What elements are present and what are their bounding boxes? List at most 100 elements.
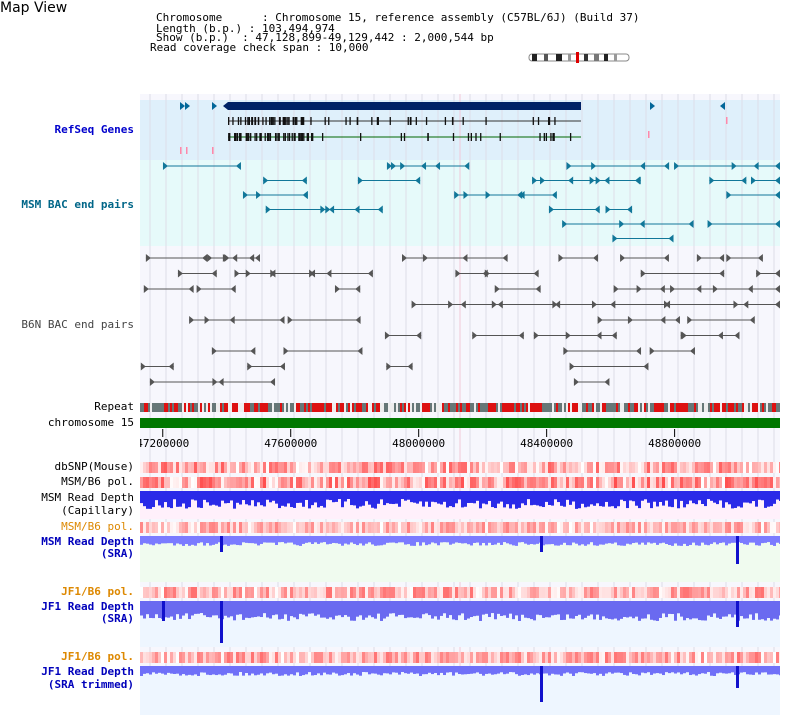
msm-b6-pol-cell xyxy=(674,477,677,488)
dbsnp-cell xyxy=(617,462,620,473)
jf1-depth-trim-bar xyxy=(494,666,497,675)
msm-b6-pol2-cell xyxy=(437,522,440,533)
msm-depth-sra-bar xyxy=(611,536,614,544)
msm-b6-pol2-cell xyxy=(260,522,263,533)
repeat-cell xyxy=(506,403,508,412)
jf1-depth-sra-bar xyxy=(350,601,353,621)
jf1-b6-pol2-cell xyxy=(317,652,320,663)
jf1-b6-pol-cell xyxy=(692,587,695,598)
msm-depth-bar xyxy=(293,491,296,508)
msm-depth-bar xyxy=(422,491,425,507)
msm-depth-bar xyxy=(707,491,710,500)
msm-b6-pol-cell xyxy=(437,477,440,488)
msm-b6-pol2-cell xyxy=(677,522,680,533)
msm-b6-pol2-cell xyxy=(206,522,209,533)
msm-depth-bar xyxy=(650,491,653,509)
repeat-cell xyxy=(726,403,728,412)
jf1-b6-pol2-cell xyxy=(473,652,476,663)
msm-pair-arrow xyxy=(627,205,633,214)
jf1-b6-pol2-cell xyxy=(749,652,752,663)
dbsnp-cell xyxy=(290,462,293,473)
msm-depth-sra-bar xyxy=(326,536,329,545)
dbsnp-cell xyxy=(566,462,569,473)
chromosome-ideogram[interactable] xyxy=(528,52,634,64)
exon xyxy=(444,117,447,125)
genome-tracks[interactable]: 47200000 47600000 48000000 48400000 48800000 xyxy=(140,94,780,715)
jf1-depth-trim-bar xyxy=(596,666,599,676)
repeat-cell xyxy=(152,403,154,412)
jf1-b6-pol2-cell xyxy=(377,652,380,663)
jf1-b6-pol2-cell xyxy=(152,652,155,663)
dbsnp-cell xyxy=(197,462,200,473)
msm-depth-bar xyxy=(449,491,452,507)
msm-b6-pol2-cell xyxy=(236,522,239,533)
jf1-b6-pol-cell xyxy=(287,587,290,598)
jf1-depth-trim-bar xyxy=(206,666,209,675)
repeat-cell xyxy=(212,403,214,412)
exon xyxy=(270,117,272,125)
msm-depth-sra-bar xyxy=(506,536,509,544)
gene-marker xyxy=(186,147,188,154)
dbsnp-cell xyxy=(596,462,599,473)
track-panel[interactable]: 47200000 47600000 48000000 48400000 48800000 xyxy=(140,94,780,715)
b6n-pair-arrow xyxy=(591,300,597,309)
msm-depth-bar xyxy=(152,491,155,508)
msm-depth-bar xyxy=(233,491,236,509)
repeat-cell xyxy=(430,403,432,412)
exon xyxy=(283,117,286,125)
repeat-cell xyxy=(210,403,212,412)
label-jf1-depth-trim-sub: (SRA trimmed) xyxy=(47,678,134,691)
b6n-pair-arrow xyxy=(649,347,655,355)
msm-b6-pol2-cell xyxy=(197,522,200,533)
msm-depth-sra-bar xyxy=(749,536,752,543)
jf1-b6-pol-cell xyxy=(182,587,185,598)
jf1-b6-pol-cell xyxy=(710,587,713,598)
jf1-depth-sra-bar xyxy=(236,601,239,615)
jf1-depth-trim-bar xyxy=(158,666,161,673)
page-title: Map View xyxy=(0,0,68,16)
msm-b6-pol-cell xyxy=(584,477,587,488)
jf1-depth-trim-bar xyxy=(302,666,305,676)
dbsnp-cell xyxy=(431,462,434,473)
jf1-depth-trim-bar xyxy=(437,666,440,676)
msm-b6-pol-cell xyxy=(209,477,212,488)
msm-b6-pol-cell xyxy=(218,477,221,488)
jf1-depth-trim-bar xyxy=(557,666,560,675)
repeat-cell xyxy=(334,403,336,412)
dbsnp-cell xyxy=(608,462,611,473)
jf1-b6-pol2-cell xyxy=(722,652,725,663)
msm-depth-bar xyxy=(683,491,686,508)
jf1-depth-trim-bar xyxy=(530,666,533,674)
msm-depth-bar xyxy=(281,491,284,506)
exon xyxy=(302,117,305,125)
msm-b6-pol-cell xyxy=(143,477,146,488)
jf1-depth-sra-bar xyxy=(506,601,509,618)
msm-b6-pol2-cell xyxy=(146,522,149,533)
msm-b6-pol2-cell xyxy=(602,522,605,533)
repeat-cell xyxy=(330,403,332,412)
msm-b6-pol2-cell xyxy=(314,522,317,533)
jf1-b6-pol-cell xyxy=(758,587,761,598)
repeat-cell xyxy=(372,403,374,412)
jf1-b6-pol2-cell xyxy=(362,652,365,663)
jf1-b6-pol2-cell xyxy=(488,652,491,663)
jf1-depth-trim-bar xyxy=(509,666,512,673)
msm-depth-bar xyxy=(257,491,260,503)
jf1-depth-sra-bar xyxy=(755,601,758,614)
msm-b6-pol-cell xyxy=(419,477,422,488)
dbsnp-cell xyxy=(779,462,780,473)
jf1-depth-trim-bar xyxy=(590,666,593,674)
msm-b6-pol-cell xyxy=(275,477,278,488)
dbsnp-cell xyxy=(179,462,182,473)
msm-b6-pol-cell xyxy=(650,477,653,488)
b6n-pair-arrow xyxy=(211,269,217,278)
msm-b6-pol-cell xyxy=(305,477,308,488)
jf1-b6-pol-cell xyxy=(722,587,725,598)
msm-depth-bar xyxy=(767,491,770,507)
jf1-b6-pol2-cell xyxy=(539,652,542,663)
jf1-b6-pol2-cell xyxy=(320,652,323,663)
jf1-depth-sra-bar xyxy=(365,601,368,618)
repeat-cell xyxy=(422,403,424,412)
msm-depth-sra-bar xyxy=(242,536,245,543)
repeat-cell xyxy=(478,403,480,412)
